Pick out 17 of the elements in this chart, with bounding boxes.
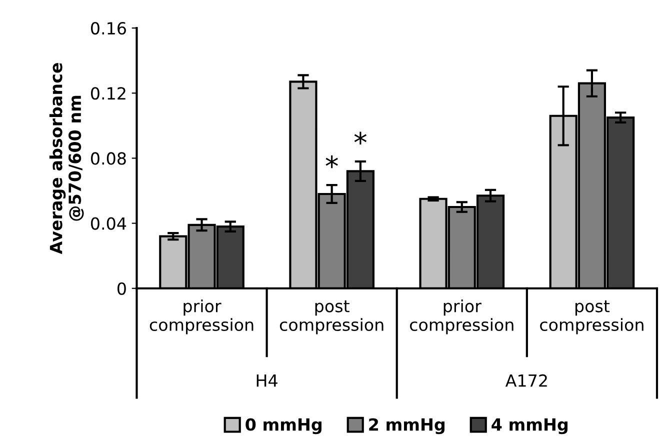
x-tick-label: prior compression — [150, 299, 254, 334]
legend-label: 0 mmHg — [246, 418, 322, 434]
y-tick-label: 0.16 — [91, 22, 126, 35]
text: A172 — [505, 374, 547, 387]
text: H4 — [256, 374, 278, 387]
y-tick-label: 0 — [118, 282, 126, 295]
legend-label: 2 mmHg — [369, 418, 444, 434]
x-tick-label: prior compression — [410, 299, 514, 334]
y-tick-label: 0.04 — [91, 217, 126, 230]
x-tick-label: post compression — [540, 300, 644, 334]
legend-label: 4 mmHg — [492, 418, 568, 434]
data-label: * — [354, 132, 367, 144]
y-tick-label: 0.08 — [91, 152, 126, 165]
y-axis-title: Average absorbance @570/600 nm — [49, 63, 84, 254]
x-tick-label: post compression — [280, 300, 384, 334]
data-label: * — [326, 155, 338, 168]
y-tick-label: 0.12 — [91, 87, 126, 100]
